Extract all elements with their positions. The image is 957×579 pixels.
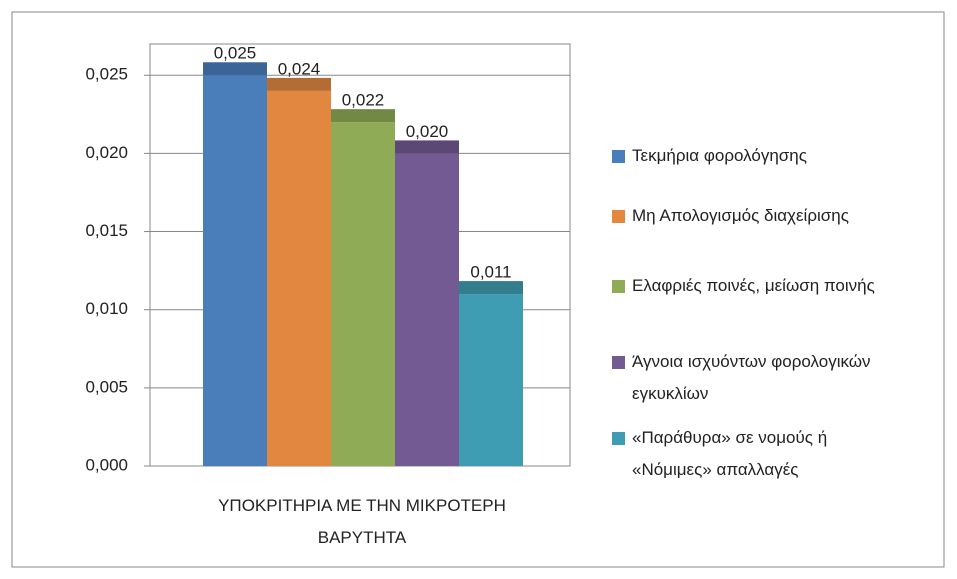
data-label: 0,022 bbox=[342, 91, 385, 110]
y-tick-label: 0,000 bbox=[85, 455, 128, 474]
bar bbox=[331, 122, 395, 467]
bar bbox=[203, 75, 267, 466]
chart-border bbox=[11, 11, 945, 568]
y-tick-label: 0,015 bbox=[85, 221, 128, 240]
legend-swatch bbox=[612, 432, 625, 445]
data-label: 0,020 bbox=[406, 122, 449, 141]
bar bbox=[267, 90, 331, 466]
legend-label: «Παράθυρα» σε νομούς ή «Νόμιμες» απαλλαγ… bbox=[632, 428, 828, 479]
legend-swatch bbox=[612, 210, 625, 223]
y-tick-label: 0,005 bbox=[85, 377, 128, 396]
y-tick-label: 0,025 bbox=[85, 65, 128, 84]
y-tick-label: 0,020 bbox=[85, 143, 128, 162]
bar bbox=[459, 294, 523, 466]
legend-label: Άγνοια ισχυόντων φορολογικών εγκυκλίων bbox=[632, 352, 871, 403]
bar bbox=[395, 153, 459, 466]
bar-top bbox=[267, 77, 331, 91]
data-label: 0,011 bbox=[470, 263, 511, 282]
legend-swatch bbox=[612, 150, 625, 163]
y-tick-label: 0,010 bbox=[85, 299, 128, 318]
legend-label: Ελαφριές ποινές, μείωση ποινής bbox=[632, 276, 875, 295]
legend-swatch bbox=[612, 356, 625, 369]
data-label: 0,024 bbox=[278, 59, 321, 78]
bar-top bbox=[203, 62, 267, 76]
bar-top bbox=[395, 140, 459, 154]
legend-label: Μη Απολογισμός διαχείρισης bbox=[632, 206, 849, 225]
bar-top bbox=[459, 281, 523, 295]
x-category-label: ΥΠΟΚΡΙΤΗΡΙΑ ΜΕ ΤΗΝ ΜΙΚΡΟΤΕΡΗ ΒΑΡΥΤΗΤΑ bbox=[218, 496, 506, 547]
legend-label: Τεκμήρια φορολόγησης bbox=[632, 146, 807, 165]
legend-swatch bbox=[612, 280, 625, 293]
data-label: 0,025 bbox=[214, 44, 257, 63]
bar-top bbox=[331, 109, 395, 123]
